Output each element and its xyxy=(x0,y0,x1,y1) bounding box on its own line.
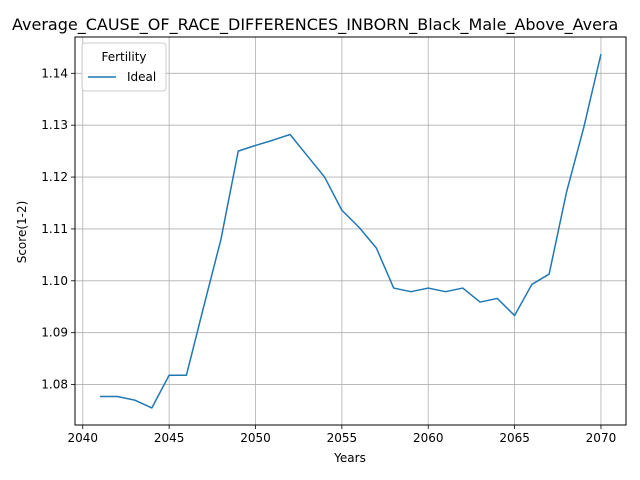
x-axis-label: Years xyxy=(333,451,366,465)
data-point xyxy=(99,395,101,397)
legend-title: Fertility xyxy=(101,50,146,64)
y-tick-label: 1.09 xyxy=(41,326,68,340)
x-tick-label: 2040 xyxy=(67,431,98,445)
data-point xyxy=(237,150,239,152)
data-point xyxy=(116,395,118,397)
data-point xyxy=(479,301,481,303)
data-point xyxy=(531,283,533,285)
series-line-ideal xyxy=(100,53,602,409)
data-point xyxy=(289,134,291,136)
x-tick-label: 2070 xyxy=(586,431,617,445)
data-point xyxy=(134,399,136,401)
data-point xyxy=(255,144,257,146)
y-axis-label: Score(1-2) xyxy=(15,201,29,264)
data-point xyxy=(393,287,395,289)
data-point xyxy=(272,139,274,141)
data-point xyxy=(324,176,326,178)
data-point xyxy=(410,291,412,293)
data-point xyxy=(600,53,602,55)
data-point xyxy=(306,155,308,157)
legend-label-ideal: Ideal xyxy=(127,70,156,84)
series-layer xyxy=(99,53,602,409)
data-point xyxy=(565,192,567,194)
y-tick-label: 1.12 xyxy=(41,170,68,184)
data-point xyxy=(548,273,550,275)
data-point xyxy=(583,127,585,129)
data-point xyxy=(168,374,170,376)
y-tick-label: 1.14 xyxy=(41,66,68,80)
x-tick-label: 2065 xyxy=(499,431,530,445)
y-tick-label: 1.13 xyxy=(41,118,68,132)
data-point xyxy=(185,374,187,376)
chart-title: Average_CAUSE_OF_RACE_DIFFERENCES_INBORN… xyxy=(12,15,618,35)
y-tick-label: 1.10 xyxy=(41,274,68,288)
data-point xyxy=(514,315,516,317)
data-point xyxy=(496,297,498,299)
data-point xyxy=(427,287,429,289)
data-point xyxy=(358,226,360,228)
y-tick-label: 1.08 xyxy=(41,378,68,392)
x-tick-label: 2045 xyxy=(154,431,185,445)
x-tick-label: 2060 xyxy=(413,431,444,445)
legend: Fertility Ideal xyxy=(81,42,167,92)
x-tick-label: 2055 xyxy=(327,431,358,445)
grid-lines xyxy=(75,37,626,425)
data-point xyxy=(462,287,464,289)
legend-box xyxy=(81,42,167,92)
axis-ticks: 2040 2045 2050 2055 2060 2065 2070 1.08 1.09 1.10… xyxy=(41,66,616,445)
data-point xyxy=(220,238,222,240)
y-tick-label: 1.11 xyxy=(41,222,68,236)
data-point xyxy=(151,407,153,409)
data-point xyxy=(341,209,343,211)
data-point xyxy=(445,291,447,293)
x-tick-label: 2050 xyxy=(240,431,271,445)
data-point xyxy=(375,247,377,249)
plot-area-frame xyxy=(74,36,627,426)
data-point xyxy=(203,306,205,308)
